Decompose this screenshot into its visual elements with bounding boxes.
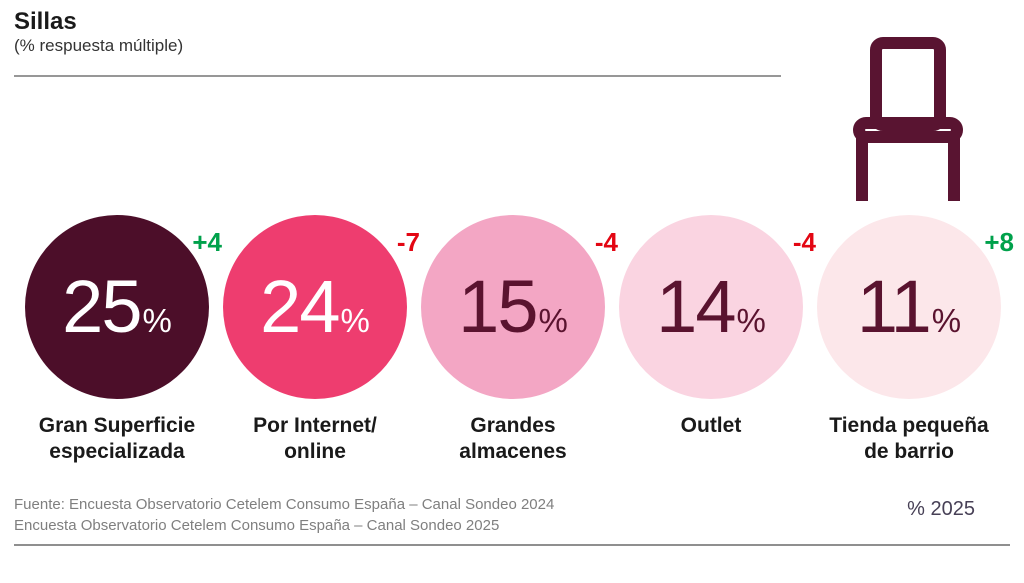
channel-label: Por Internet/ online (253, 414, 377, 463)
channel-label: Gran Superficie especializada (38, 414, 196, 463)
circle-value: 14 % (656, 270, 766, 344)
page-title: Sillas (14, 8, 77, 35)
source-note: Fuente: Encuesta Observatorio Cetelem Co… (14, 494, 554, 536)
value-circle: 15 % (421, 215, 605, 399)
percent-sign: % (931, 302, 962, 339)
circle-value: 11 % (857, 270, 961, 344)
delta-badge: -4 (792, 227, 816, 257)
delta-badge: -7 (396, 227, 420, 257)
channel-label: Outlet (680, 414, 742, 437)
delta-badge: -4 (594, 227, 618, 257)
chair-icon (853, 37, 963, 201)
channel-column-outlet: -4 14 % Outlet (612, 215, 816, 465)
page-subtitle: (% respuesta múltiple) (14, 36, 184, 55)
bottom-divider (14, 544, 1010, 546)
circle-value: 15 % (458, 270, 568, 344)
delta-badge: +4 (192, 227, 222, 257)
value-number: 25 (62, 265, 142, 348)
value-number: 14 (656, 265, 736, 348)
channel-column-internet: -7 24 % Por Internet/ online (216, 215, 420, 465)
value-circle: 25 % (25, 215, 209, 399)
value-circle: 11 % (817, 215, 1001, 399)
delta-badge: +8 (984, 227, 1014, 257)
source-line-1: Fuente: Encuesta Observatorio Cetelem Co… (14, 496, 555, 513)
circle-value: 24 % (260, 270, 370, 344)
channel-column-tienda-pequena: +8 11 % Tienda pequeña de barrio (810, 215, 1014, 465)
source-line-2: Encuesta Observatorio Cetelem Consumo Es… (14, 517, 500, 534)
top-divider (14, 75, 781, 77)
percent-sign: % (736, 302, 766, 339)
channel-circles-row: +4 25 % Gran Superficie especializada -7… (18, 215, 1014, 465)
year-note: % 2025 (907, 498, 975, 520)
channel-label: Tienda pequeña de barrio (829, 414, 989, 463)
channel-column-grandes-almacenes: -4 15 % Grandes almacenes (414, 215, 618, 465)
channel-label: Grandes almacenes (459, 414, 567, 463)
value-number: 24 (260, 265, 340, 348)
value-number: 15 (458, 265, 538, 348)
percent-sign: % (538, 302, 568, 339)
percent-sign: % (340, 302, 370, 339)
percent-sign: % (142, 302, 172, 339)
value-number: 11 (856, 265, 932, 348)
channel-column-gran-superficie: +4 25 % Gran Superficie especializada (18, 215, 222, 465)
value-circle: 14 % (619, 215, 803, 399)
value-circle: 24 % (223, 215, 407, 399)
circle-value: 25 % (62, 270, 172, 344)
